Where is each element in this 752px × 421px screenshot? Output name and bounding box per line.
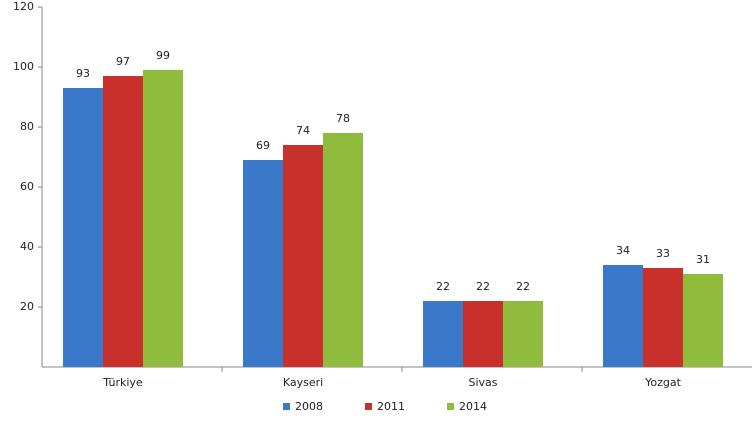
y-tick-label: 80 bbox=[20, 120, 34, 133]
y-tick-label: 60 bbox=[20, 180, 34, 193]
value-label: 31 bbox=[696, 253, 710, 266]
value-label: 22 bbox=[516, 280, 530, 293]
value-label: 99 bbox=[156, 49, 170, 62]
legend-label: 2011 bbox=[377, 400, 405, 413]
value-label: 22 bbox=[436, 280, 450, 293]
value-label: 97 bbox=[116, 55, 130, 68]
bar bbox=[283, 145, 323, 367]
legend-swatch bbox=[447, 403, 454, 410]
y-tick-label: 100 bbox=[13, 60, 34, 73]
legend-label: 2014 bbox=[459, 400, 487, 413]
value-label: 74 bbox=[296, 124, 310, 137]
legend-swatch bbox=[283, 403, 290, 410]
bar bbox=[63, 88, 103, 367]
value-label: 34 bbox=[616, 244, 630, 257]
legend-label: 2008 bbox=[295, 400, 323, 413]
value-label: 33 bbox=[656, 247, 670, 260]
legend-swatch bbox=[365, 403, 372, 410]
bar bbox=[423, 301, 463, 367]
x-tick-label: Kayseri bbox=[283, 376, 323, 389]
bar bbox=[503, 301, 543, 367]
bar bbox=[463, 301, 503, 367]
bar bbox=[243, 160, 283, 367]
y-tick-label: 20 bbox=[20, 300, 34, 313]
bar bbox=[323, 133, 363, 367]
value-label: 93 bbox=[76, 67, 90, 80]
y-tick-label: 120 bbox=[13, 0, 34, 13]
bar bbox=[103, 76, 143, 367]
x-tick-label: Yozgat bbox=[644, 376, 681, 389]
y-tick-label: 40 bbox=[20, 240, 34, 253]
value-label: 78 bbox=[336, 112, 350, 125]
x-tick-label: Türkiye bbox=[102, 376, 143, 389]
value-label: 22 bbox=[476, 280, 490, 293]
x-tick-label: Sivas bbox=[468, 376, 497, 389]
bar bbox=[643, 268, 683, 367]
value-label: 69 bbox=[256, 139, 270, 152]
bar bbox=[683, 274, 723, 367]
bar bbox=[143, 70, 183, 367]
bar bbox=[603, 265, 643, 367]
